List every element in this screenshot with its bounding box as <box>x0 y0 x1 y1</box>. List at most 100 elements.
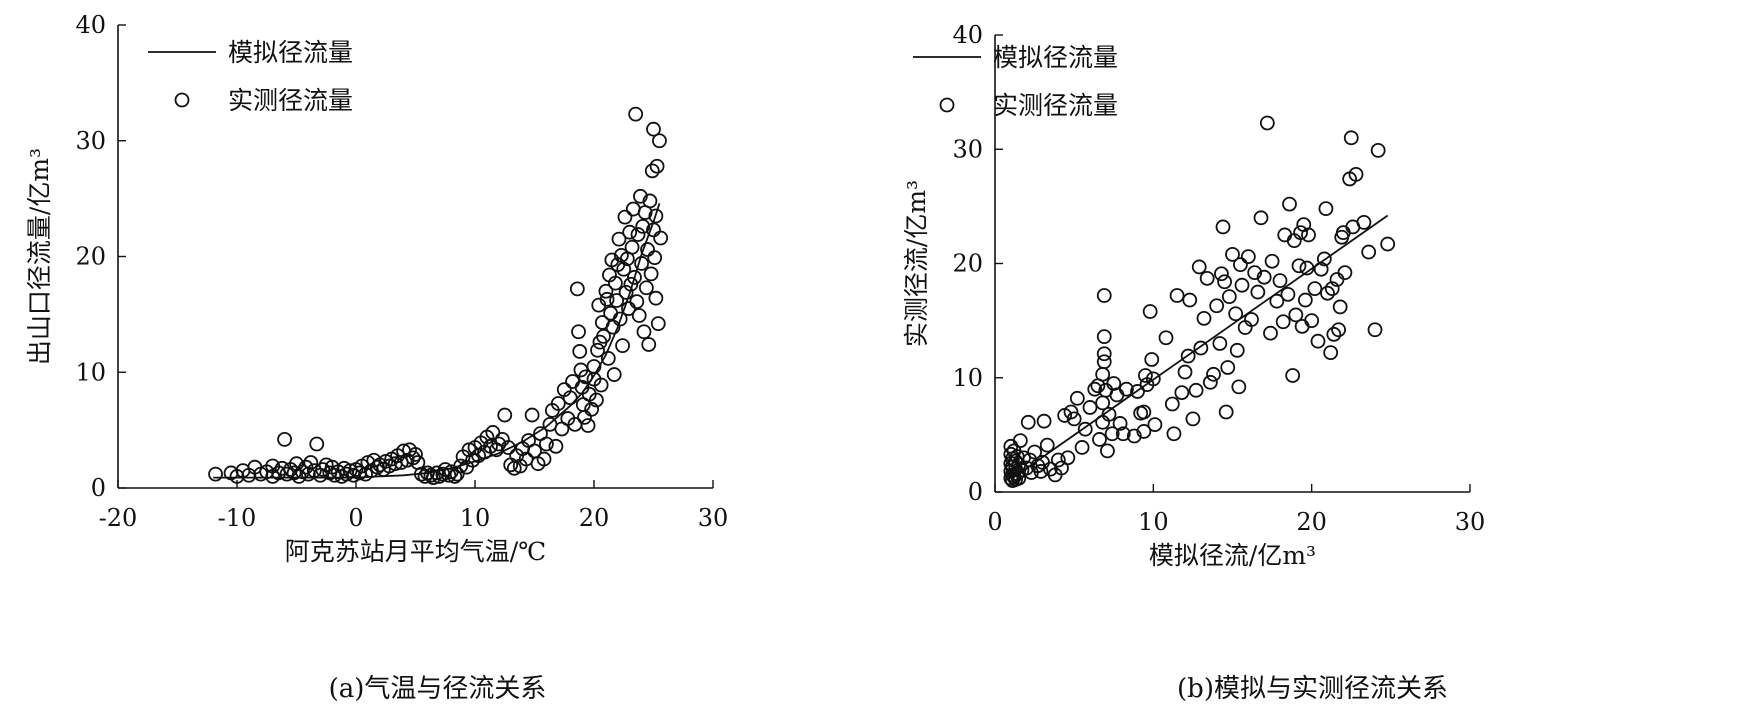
x-tick-label: -20 <box>99 504 138 532</box>
legend-label-observed: 实测径流量 <box>993 91 1118 120</box>
data-point <box>1096 288 1112 303</box>
data-point <box>548 438 564 454</box>
data-point <box>1229 342 1245 358</box>
x-tick-label: -10 <box>218 504 257 532</box>
data-point <box>569 281 585 297</box>
data-point <box>1164 396 1180 412</box>
data-point <box>1370 142 1386 158</box>
data-point <box>1217 274 1232 290</box>
data-point <box>303 455 319 470</box>
data-point <box>646 121 661 137</box>
data-point <box>453 458 469 474</box>
y-tick-label: 20 <box>952 250 983 278</box>
data-point <box>1215 219 1231 235</box>
data-point <box>649 158 665 174</box>
x-axis-label: 模拟径流/亿m³ <box>1149 541 1316 570</box>
legend-label-simulated: 模拟径流量 <box>993 43 1118 72</box>
chart-a-points <box>208 106 669 485</box>
data-point <box>1082 400 1098 415</box>
data-point <box>1096 354 1112 370</box>
data-point <box>1275 314 1291 330</box>
data-point <box>1335 225 1351 241</box>
chart-a-caption: (a)气温与径流关系 <box>328 674 547 704</box>
x-tick-label: 0 <box>348 504 363 532</box>
chart-b-caption: (b)模拟与实测径流关系 <box>1177 674 1448 704</box>
data-point <box>572 344 588 359</box>
data-point <box>1285 368 1301 383</box>
chart-panel-b: 0 10 20 30 40 0 10 20 30 模拟径流/亿m³ 实测径流/亿m³ 模拟径流量 实测径… <box>875 0 1750 718</box>
data-point <box>636 324 652 340</box>
data-point <box>647 250 663 266</box>
chart-panel-a: 0 10 20 30 40 -20 -10 0 10 20 30 阿克苏站月平均气温/℃ 出山口径流量/… <box>25 11 728 704</box>
data-point <box>1244 312 1259 327</box>
data-point <box>1212 336 1228 351</box>
data-point <box>644 163 660 179</box>
data-point <box>593 377 609 393</box>
data-point <box>1033 464 1049 479</box>
data-point <box>612 311 628 327</box>
chart-a-svg: 0 10 20 30 40 -20 -10 0 10 20 30 阿克苏站月平均气温/℃ 出山口径流量/… <box>25 11 728 566</box>
data-point <box>1250 284 1266 300</box>
data-point <box>1020 414 1036 430</box>
chart-a-axes: 0 10 20 30 40 -20 -10 0 10 20 30 阿克苏站月平均气温/℃ 出山口径流量/… <box>25 11 728 566</box>
data-point <box>497 407 513 423</box>
data-point <box>1282 196 1297 212</box>
data-point <box>1096 346 1112 362</box>
data-point <box>1077 421 1093 437</box>
x-tick-label: 30 <box>698 504 729 532</box>
data-point <box>588 392 604 408</box>
data-point <box>624 239 640 255</box>
data-point <box>1138 368 1153 383</box>
data-point <box>618 284 634 300</box>
data-point <box>633 188 648 204</box>
y-tick-label: 30 <box>952 135 983 163</box>
data-point <box>598 283 614 299</box>
data-point <box>615 338 630 354</box>
data-point <box>650 316 666 332</box>
data-point <box>590 342 605 358</box>
y-tick-label: 0 <box>968 478 983 506</box>
data-point <box>599 291 615 307</box>
data-point <box>606 367 622 382</box>
data-point <box>1199 270 1215 286</box>
data-point <box>449 466 465 482</box>
data-point <box>1119 381 1134 397</box>
data-point <box>1145 371 1161 387</box>
data-point <box>1050 452 1066 468</box>
data-point <box>1136 404 1152 420</box>
chart-b-points <box>1003 115 1396 488</box>
chart-b-svg: 0 10 20 30 40 0 10 20 30 模拟径流/亿m³ 实测径流/亿m³ 模拟径流量实测径… <box>902 21 1485 570</box>
data-point <box>1206 366 1221 382</box>
data-point <box>1177 364 1193 380</box>
data-point <box>648 208 664 224</box>
data-point <box>635 219 651 234</box>
data-point <box>277 431 293 447</box>
data-point <box>1318 201 1334 217</box>
data-point <box>608 275 623 291</box>
fit-line <box>213 203 661 479</box>
data-point <box>1074 440 1090 455</box>
data-point <box>629 294 645 310</box>
data-point <box>1293 225 1308 241</box>
data-point <box>298 459 314 475</box>
data-point <box>1356 214 1372 230</box>
x-tick-label: 20 <box>579 504 610 532</box>
x-tick-label: 0 <box>987 508 1002 536</box>
data-point <box>309 436 325 452</box>
data-point <box>1233 257 1248 273</box>
y-tick-label: 10 <box>952 364 983 392</box>
data-point <box>653 230 669 246</box>
data-point <box>1202 374 1218 390</box>
data-point <box>1259 115 1275 131</box>
data-point <box>1231 379 1247 395</box>
data-point <box>1280 286 1296 302</box>
data-point <box>1324 281 1340 297</box>
data-point <box>617 209 633 225</box>
data-point <box>1316 251 1332 267</box>
data-point <box>1180 348 1196 364</box>
data-point <box>1100 443 1115 459</box>
data-point <box>1269 293 1285 309</box>
data-point <box>611 231 627 247</box>
data-point <box>1228 306 1244 322</box>
data-point <box>1191 259 1207 275</box>
